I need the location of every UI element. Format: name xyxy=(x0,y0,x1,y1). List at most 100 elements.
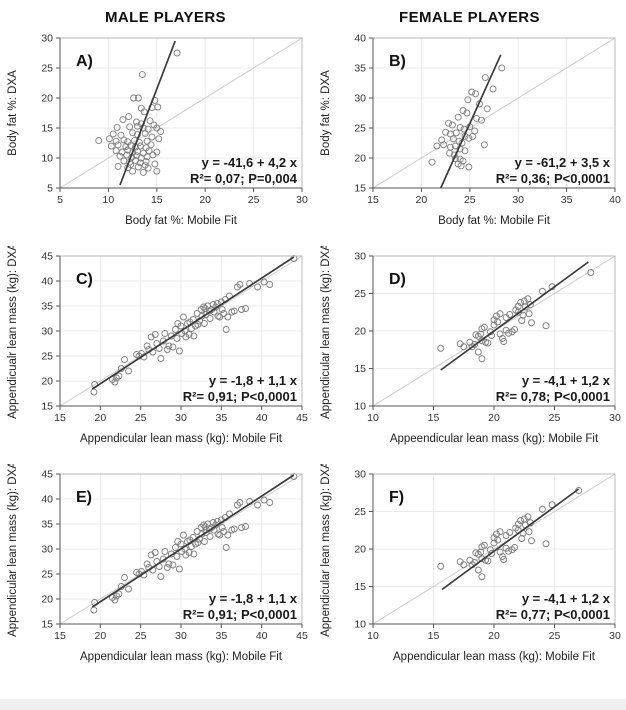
scatter-point xyxy=(171,544,179,551)
y-tick-label: 30 xyxy=(354,93,366,105)
scatter-point xyxy=(484,557,492,565)
column-headers: MALE PLAYERS FEMALE PLAYERS xyxy=(0,0,626,26)
scatter-point xyxy=(222,326,230,333)
x-tick-label: 30 xyxy=(609,630,621,642)
scatter-point xyxy=(143,560,151,568)
x-tick-label: 15 xyxy=(54,412,66,424)
scatter-point xyxy=(242,523,249,530)
scatter-point xyxy=(490,316,498,324)
scatter-point xyxy=(179,313,187,321)
y-axis-title: Appendicular lean mass (kg): DXA xyxy=(320,246,332,419)
scatter-point xyxy=(587,269,595,276)
scatter-point xyxy=(234,283,241,291)
scatter-point xyxy=(538,505,546,513)
y-tick-label: 35 xyxy=(354,63,366,75)
scatter-point xyxy=(477,330,485,338)
scatter-point xyxy=(445,119,452,127)
scatter-point xyxy=(200,303,208,311)
scatter-point xyxy=(200,320,208,327)
scatter-point xyxy=(134,94,142,102)
x-axis-title: Appendicular lean mass (kg): Mobile Fit xyxy=(80,651,283,663)
x-tick-label: 25 xyxy=(464,194,476,206)
scatter-point xyxy=(465,163,473,171)
y-tick-label: 15 xyxy=(41,619,53,631)
y-tick-label: 15 xyxy=(354,581,366,593)
scatter-point xyxy=(526,301,534,309)
scatter-point xyxy=(238,524,245,531)
scatter-point xyxy=(151,331,159,338)
scatter-point xyxy=(437,562,445,570)
stats-text: R²= 0,78; P<0,0001 xyxy=(496,389,610,404)
scatter-point xyxy=(508,328,516,336)
scatter-point xyxy=(494,318,502,326)
scatter-point xyxy=(149,151,157,159)
scatter-point xyxy=(179,531,187,539)
stats-text: R²= 0,07; P=0,004 xyxy=(190,171,298,186)
scatter-point xyxy=(525,528,533,536)
scatter-point xyxy=(474,348,482,356)
x-tick-label: 30 xyxy=(175,412,187,424)
scatter-point xyxy=(505,547,512,555)
scatter-point xyxy=(126,123,134,131)
scatter-point xyxy=(489,85,497,93)
scatter-point xyxy=(511,326,519,333)
scatter-point xyxy=(197,524,205,531)
scatter-point xyxy=(139,168,147,176)
scatter-point xyxy=(238,306,245,313)
scatter-point xyxy=(146,117,154,125)
scatter-point xyxy=(449,135,457,143)
scatter-point xyxy=(499,335,506,342)
scatter-point xyxy=(524,513,532,521)
scatter-point xyxy=(113,374,120,382)
scatter-point xyxy=(459,107,467,115)
y-tick-label: 15 xyxy=(41,401,53,413)
header-male-players: MALE PLAYERS xyxy=(105,9,226,26)
panel-letter: A) xyxy=(76,53,93,70)
scatter-point xyxy=(173,553,181,560)
regression-line xyxy=(91,256,295,390)
scatter-point xyxy=(109,130,117,138)
x-tick-label: 5 xyxy=(57,194,63,206)
x-tick-label: 20 xyxy=(94,630,106,642)
scatter-point xyxy=(171,326,179,333)
scatter-point xyxy=(194,539,202,546)
scatter-point xyxy=(125,585,133,593)
panel-d-scatter-chart: 10 15 20 25 30 10 15 20 25 30 Appeendicular lean m… xyxy=(320,246,621,445)
x-tick-label: 20 xyxy=(199,194,211,206)
x-tick-label: 25 xyxy=(549,630,561,642)
y-axis-title: Appendicular lean mass (kg): DXA xyxy=(320,464,332,637)
stats-text: R²= 0,77; P<0,0001 xyxy=(496,607,610,622)
scatter-point xyxy=(514,308,522,316)
scatter-point xyxy=(506,529,514,536)
x-tick-label: 10 xyxy=(103,194,115,206)
panel-letter: E) xyxy=(76,489,92,506)
x-axis-title: Appendicular lean mass (kg): Mobile Fit xyxy=(393,651,596,663)
scatter-point xyxy=(113,123,121,131)
scatter-point xyxy=(111,596,119,604)
y-tick-label: 20 xyxy=(354,544,366,556)
y-tick-label: 40 xyxy=(41,276,53,288)
x-tick-label: 45 xyxy=(296,630,308,642)
scatter-point xyxy=(478,337,486,345)
scatter-point xyxy=(141,161,149,169)
x-tick-label: 30 xyxy=(512,194,524,206)
equation-text: y = -4,1 + 1,2 x xyxy=(522,373,611,388)
scatter-point xyxy=(542,540,550,548)
x-tick-label: 35 xyxy=(215,630,227,642)
scatter-point xyxy=(465,134,473,142)
scatter-point xyxy=(133,118,140,126)
scatter-point xyxy=(496,310,504,318)
scatter-point xyxy=(115,372,123,380)
scatter-point xyxy=(209,519,217,526)
scatter-point xyxy=(468,343,476,351)
scatter-point xyxy=(112,137,120,145)
y-tick-label: 40 xyxy=(354,33,366,45)
scatter-points xyxy=(437,487,583,581)
scatter-point xyxy=(488,550,496,557)
scatter-point xyxy=(216,313,224,321)
scatter-point xyxy=(209,301,217,308)
y-tick-label: 20 xyxy=(41,376,53,388)
y-tick-label: 25 xyxy=(354,288,366,300)
x-axis-title: Appendicular lean mass (kg): Mobile Fit xyxy=(80,433,283,445)
scatter-point xyxy=(165,342,173,350)
